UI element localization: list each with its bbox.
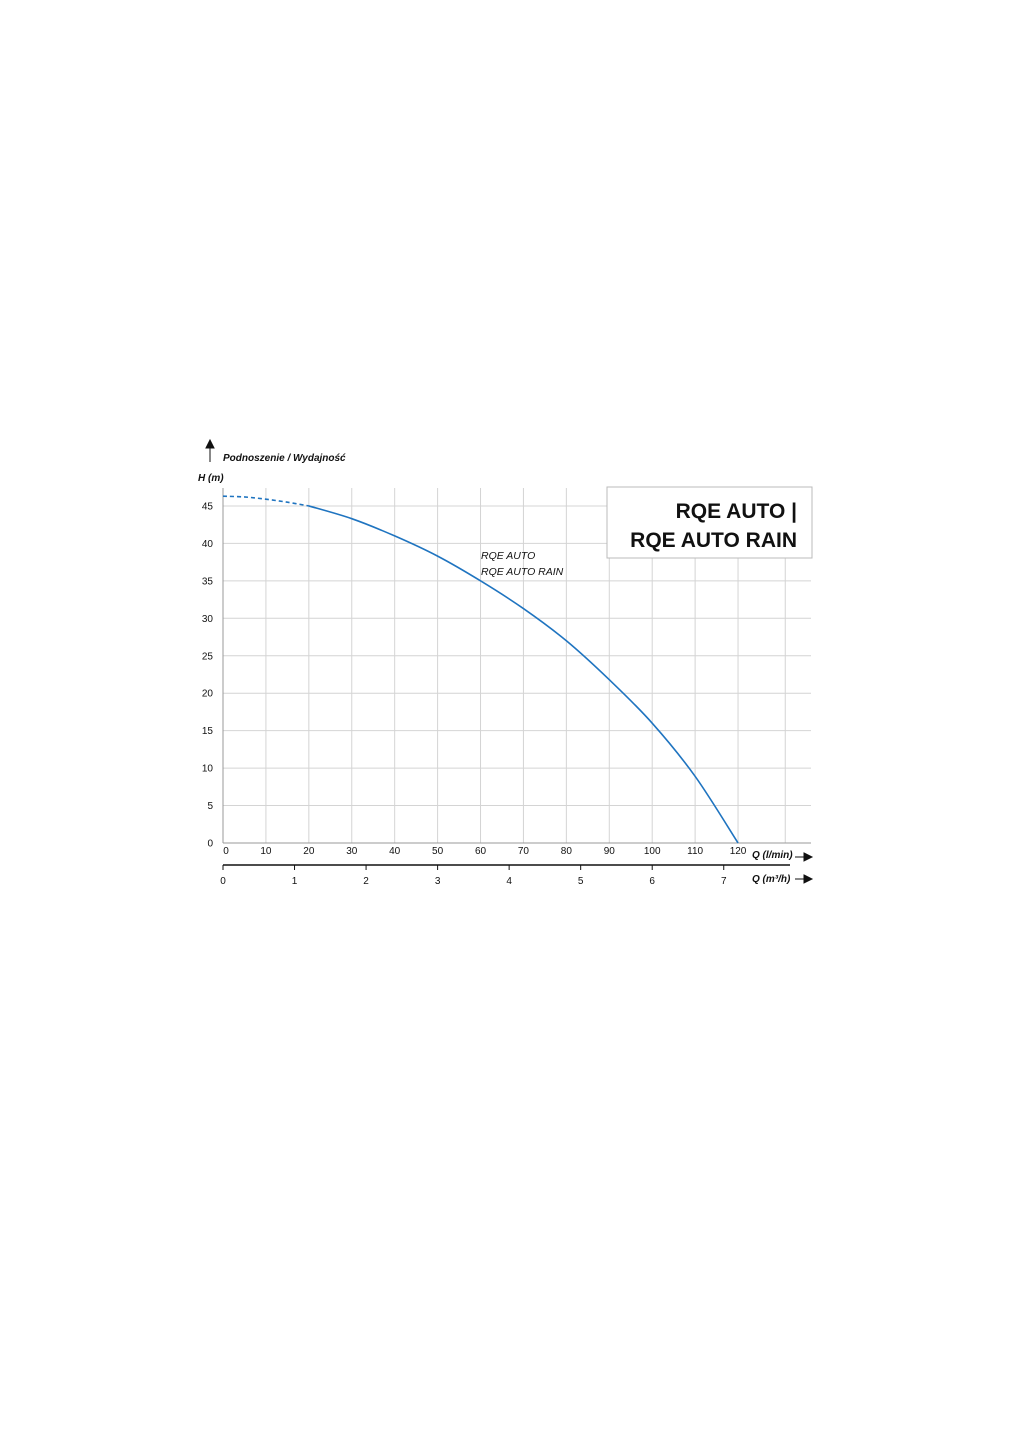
y-tick-label: 25 xyxy=(202,651,214,662)
x-tick-label: 10 xyxy=(260,846,272,857)
y-axis-label: H (m) xyxy=(198,473,224,484)
curve-series-rqe-auto xyxy=(308,505,739,844)
x2-tick-label: 0 xyxy=(220,876,226,887)
x2-axis-label: Q (m³/h) xyxy=(752,874,791,885)
x2-tick-label: 4 xyxy=(506,876,512,887)
y-tick-label: 0 xyxy=(207,839,213,850)
axes xyxy=(205,438,814,884)
x-tick-label: 20 xyxy=(303,846,315,857)
x-tick-label: 90 xyxy=(604,846,616,857)
x-tick-label: 110 xyxy=(687,846,703,857)
x-axis-label: Q (l/min) xyxy=(752,850,793,861)
y-tick-label: 10 xyxy=(202,764,214,775)
y-tick-label: 35 xyxy=(202,576,214,587)
curve-dashed-segment xyxy=(222,495,309,507)
x2-tick-label: 2 xyxy=(363,876,369,887)
up-arrow-icon xyxy=(205,438,215,462)
x-tick-label: 50 xyxy=(432,846,444,857)
x-tick-label: 30 xyxy=(346,846,358,857)
title-box xyxy=(606,486,813,559)
series-label-2: RQE AUTO RAIN xyxy=(481,566,564,578)
right-arrow-icon xyxy=(795,874,814,884)
x-tick-label: 40 xyxy=(389,846,401,857)
x-tick-label: 60 xyxy=(475,846,487,857)
x2-tick-label: 3 xyxy=(435,876,441,887)
right-arrow-icon xyxy=(795,852,814,862)
chart-title: RQE AUTO | xyxy=(676,500,797,523)
x-tick-label: 120 xyxy=(730,846,747,857)
axis-caption: Podnoszenie / Wydajność xyxy=(223,453,346,464)
y-tick-label: 15 xyxy=(202,726,214,737)
x-tick-label: 100 xyxy=(644,846,661,857)
x2-tick-label: 7 xyxy=(721,876,727,887)
x-tick-label: 70 xyxy=(518,846,530,857)
x-tick-label: 0 xyxy=(223,846,229,857)
y-tick-label: 40 xyxy=(202,539,214,550)
y-tick-label: 45 xyxy=(202,501,214,512)
x-tick-label: 80 xyxy=(561,846,573,857)
series-label-1: RQE AUTO xyxy=(481,550,535,562)
y-tick-label: 30 xyxy=(202,614,214,625)
y-tick-label: 20 xyxy=(202,689,214,700)
x2-tick-label: 5 xyxy=(578,876,584,887)
chart-title-line2: RQE AUTO RAIN xyxy=(630,529,797,552)
y-tick-label: 5 xyxy=(207,801,213,812)
x2-tick-label: 6 xyxy=(649,876,655,887)
x2-tick-label: 1 xyxy=(292,876,298,887)
